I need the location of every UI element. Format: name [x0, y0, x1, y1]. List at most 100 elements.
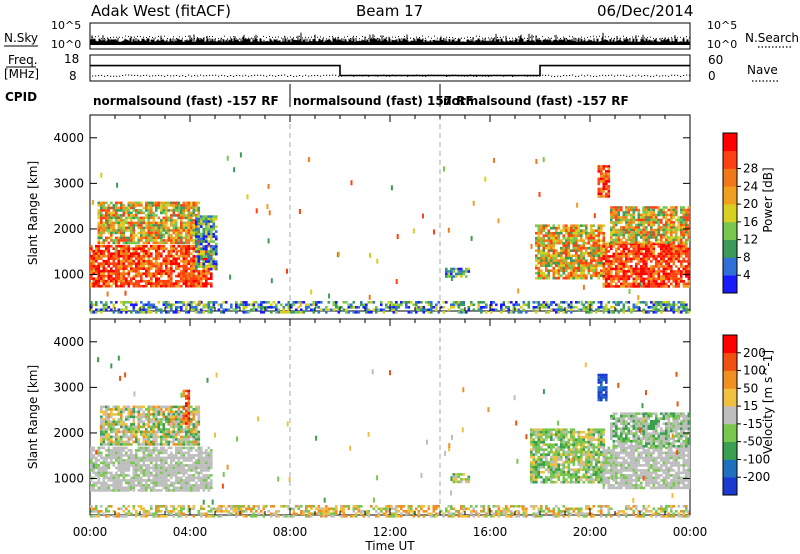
heat-cell — [605, 308, 608, 312]
heat-cell — [117, 418, 121, 421]
heat-cell — [677, 245, 681, 248]
heat-cell — [667, 306, 671, 309]
heat-cell — [275, 306, 278, 309]
heat-cell — [645, 228, 648, 232]
heat-cell — [197, 247, 201, 251]
heat-cell — [617, 233, 621, 237]
heat-cell — [510, 301, 513, 304]
heat-cell — [202, 451, 206, 455]
heat-cell — [680, 245, 683, 248]
heat-cell — [130, 481, 133, 485]
heat-cell — [135, 461, 138, 465]
heat-cell — [95, 489, 98, 492]
heat-cell — [130, 252, 133, 255]
heat-cell — [125, 279, 128, 283]
heat-cell — [102, 201, 106, 205]
heat-cell — [112, 262, 116, 265]
heat-cell — [160, 446, 163, 450]
heat-cell — [175, 433, 178, 436]
heat-cell — [685, 270, 688, 273]
heat-cell — [175, 438, 178, 441]
heat-cell — [175, 226, 178, 230]
heat-cell — [112, 423, 116, 426]
heat-cell — [117, 284, 121, 288]
heat-cell — [157, 231, 161, 235]
heat-cell — [175, 479, 178, 482]
heat-cell — [597, 251, 601, 255]
heat-cell — [575, 274, 578, 277]
heat-cell — [660, 275, 663, 278]
heat-cell — [132, 440, 136, 444]
heat-cell — [307, 157, 310, 163]
heat-cell — [185, 282, 188, 285]
heat-cell — [672, 211, 676, 214]
freq-label: Freq. — [8, 53, 38, 67]
heat-cell — [180, 252, 183, 255]
heat-cell — [552, 261, 556, 265]
heat-cell — [647, 250, 651, 253]
heat-cell — [195, 443, 198, 446]
heat-cell — [437, 311, 441, 314]
heat-cell — [165, 440, 168, 444]
heat-cell — [115, 454, 118, 457]
heat-cell — [150, 274, 153, 278]
heat-cell — [200, 274, 203, 278]
heat-cell — [180, 443, 183, 446]
nsky-trace — [90, 32, 690, 45]
heat-cell — [192, 430, 196, 434]
heat-cell — [665, 231, 668, 234]
heat-cell — [197, 408, 201, 411]
heat-cell — [112, 252, 116, 255]
heat-cell — [602, 308, 606, 312]
heat-cell — [160, 244, 163, 248]
heat-cell — [667, 242, 671, 246]
heat-cell — [207, 301, 211, 304]
heat-cell — [115, 423, 118, 426]
heat-cell — [97, 231, 101, 235]
heat-cell — [197, 454, 201, 457]
heat-cell — [595, 271, 598, 275]
heat-cell — [670, 257, 673, 261]
heat-cell — [667, 280, 671, 283]
heat-cell — [180, 446, 183, 450]
heat-cell — [130, 229, 133, 232]
heat-cell — [115, 433, 118, 436]
heat-cell — [95, 244, 98, 248]
heat-cell — [132, 241, 136, 245]
heat-cell — [152, 274, 156, 278]
heat-cell — [145, 249, 148, 253]
heat-cell — [117, 486, 121, 490]
heat-cell — [540, 241, 543, 245]
heat-cell — [92, 311, 96, 314]
heat-cell — [115, 484, 118, 487]
heat-cell — [545, 306, 548, 309]
heat-cell — [142, 272, 146, 275]
heat-cell — [652, 303, 656, 307]
heat-cell — [202, 311, 206, 314]
heat-cell — [667, 265, 671, 268]
heat-cell — [92, 264, 96, 268]
heat-cell — [685, 252, 688, 256]
heat-cell — [195, 215, 198, 218]
heat-cell — [185, 469, 188, 472]
heat-cell — [652, 247, 656, 251]
heat-cell — [167, 306, 171, 309]
heat-cell — [585, 226, 588, 230]
heat-cell — [195, 408, 198, 411]
heat-cell — [200, 484, 203, 487]
heat-cell — [167, 259, 171, 263]
heat-cell — [182, 451, 186, 455]
heat-cell — [132, 423, 136, 426]
heat-cell — [680, 270, 683, 273]
heat-cell — [565, 301, 568, 304]
heat-cell — [242, 303, 246, 307]
heat-cell — [212, 222, 216, 226]
heat-cell — [195, 235, 198, 238]
heat-cell — [152, 214, 156, 217]
heat-cell — [100, 430, 103, 434]
heat-cell — [172, 459, 176, 462]
heat-cell — [172, 415, 176, 419]
heat-cell — [462, 270, 466, 273]
heat-cell — [267, 306, 271, 309]
heat-cell — [205, 474, 208, 477]
